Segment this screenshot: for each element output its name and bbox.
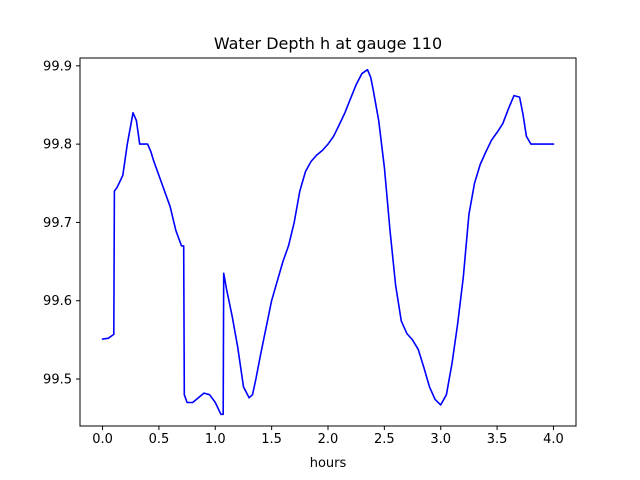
x-tick-label: 1.0: [205, 432, 226, 447]
x-tick-label: 0.5: [149, 432, 170, 447]
x-tick-label: 4.0: [543, 432, 564, 447]
x-axis-label: hours: [310, 456, 347, 471]
y-tick-label: 99.7: [43, 216, 72, 231]
plot-area: 0.0 0.5 1.0 1.5 2.0 2.5 3.0 3.5 4.0 99.5 99.6 99.7 9…: [43, 57, 577, 447]
x-tick-label: 3.0: [430, 432, 451, 447]
y-tick-label: 99.9: [43, 59, 72, 74]
x-tick-label: 2.0: [318, 432, 339, 447]
chart-title: Water Depth h at gauge 110: [214, 34, 442, 53]
x-tick-label: 1.5: [261, 432, 282, 447]
y-tick-label: 99.8: [43, 138, 72, 153]
x-tick-label: 2.5: [374, 432, 395, 447]
x-tick-label: 0.0: [92, 432, 113, 447]
y-tick-label: 99.6: [43, 294, 72, 309]
y-tick-label: 99.5: [43, 373, 72, 388]
x-tick-label: 3.5: [487, 432, 508, 447]
series-line-0: [101, 68, 555, 416]
